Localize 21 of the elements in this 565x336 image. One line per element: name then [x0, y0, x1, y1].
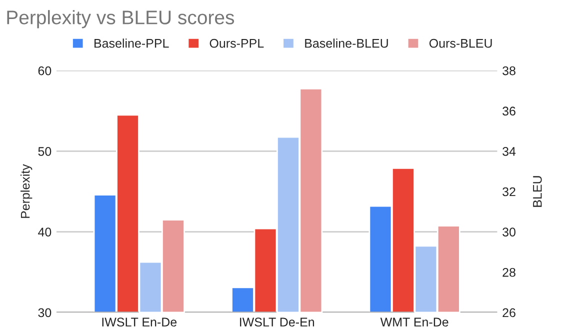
x-tick-label: WMT En-De	[380, 318, 448, 327]
chart-title: Perplexity vs BLEU scores	[7, 10, 234, 28]
y2-tick-label: 30	[502, 228, 516, 236]
y2-tick-label: 26	[502, 308, 516, 318]
legend-label: Ours-BLEU	[429, 38, 492, 48]
y-tick-label: 50	[38, 147, 52, 156]
legend-label: Baseline-BLEU	[305, 38, 388, 48]
x-tick-label: IWSLT De-En	[240, 318, 314, 327]
legend-label: Baseline-PPL	[94, 38, 169, 48]
legend-label: Ours-PPL	[210, 38, 264, 48]
y2-axis-title: BLEU	[533, 176, 542, 207]
y2-tick-label: 32	[502, 187, 516, 196]
y2-tick-label: 38	[502, 66, 516, 76]
x-tick-label: IWSLT En-De	[102, 318, 177, 327]
y-axis-title: Perplexity	[20, 164, 32, 218]
y2-tick-label: 34	[502, 147, 516, 156]
y-tick-label: 60	[38, 66, 52, 76]
y-tick-label: 30	[38, 308, 52, 318]
y-tick-label: 40	[38, 228, 52, 236]
y2-tick-label: 36	[502, 106, 516, 116]
y2-tick-label: 28	[502, 268, 516, 277]
